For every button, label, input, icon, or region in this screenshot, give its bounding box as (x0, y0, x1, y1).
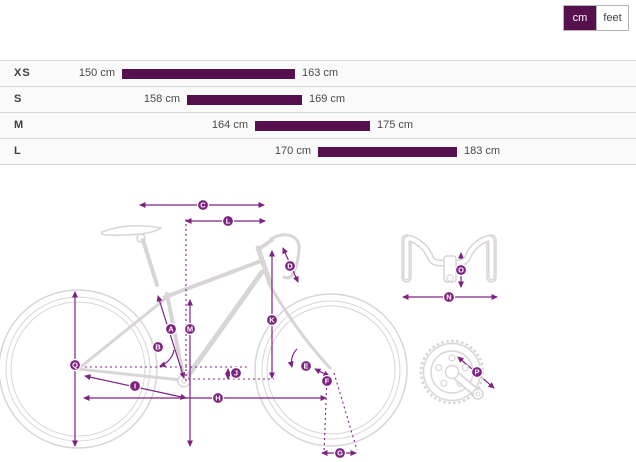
dim-arc-e (287, 348, 298, 368)
dim-marker-letter-f: F (325, 377, 330, 386)
dim-marker-e (299, 359, 313, 373)
min-height-label: 150 cm (78, 67, 115, 79)
max-height-label: 163 cm (302, 67, 339, 79)
size-row-m: M 164 cm 175 cm (0, 113, 636, 139)
max-height-label: 183 cm (464, 145, 501, 157)
units-cm-button[interactable]: cm (564, 6, 596, 30)
dim-arc-b (159, 349, 175, 368)
size-row-xs: XS 150 cm 163 cm (0, 61, 636, 87)
min-height-label: 170 cm (274, 145, 311, 157)
size-label: L (14, 145, 22, 157)
max-height-label: 175 cm (377, 119, 414, 131)
min-height-label: 164 cm (211, 119, 248, 131)
dim-marker-letter-k: K (269, 316, 275, 325)
dim-marker-letter-m: M (187, 325, 193, 334)
height-range-bar (255, 121, 370, 131)
size-row-s: S 158 cm 169 cm (0, 87, 636, 113)
front-wheel (254, 293, 408, 447)
height-range-bar (318, 147, 457, 157)
dim-marker-letter-i: I (134, 382, 136, 391)
dim-marker-g (333, 446, 347, 460)
dim-marker-letter-c: C (200, 201, 206, 210)
stem (257, 238, 274, 251)
dim-marker-letter-q: Q (72, 361, 78, 370)
size-label: S (14, 93, 23, 105)
dim-marker-h (211, 391, 225, 405)
reference-lines (85, 219, 358, 453)
dim-marker-d (283, 259, 297, 273)
seatpost (141, 238, 159, 287)
height-range-bar (122, 69, 295, 79)
dim-marker-m (183, 322, 197, 336)
bike-frame (76, 225, 332, 388)
dim-marker-o (454, 263, 468, 277)
dim-marker-i (128, 379, 142, 393)
dim-marker-letter-e: E (303, 362, 308, 371)
dim-marker-k (265, 313, 279, 327)
geometry-diagram: AB C D E F G H I J K L M N O P Q (0, 198, 498, 460)
dim-marker-letter-o: O (458, 266, 464, 275)
handlebar-front-view (401, 234, 497, 283)
dim-marker-a (164, 322, 178, 336)
dim-marker-n (442, 290, 456, 304)
dim-marker-letter-j: J (234, 369, 238, 378)
dim-marker-letter-d: D (287, 262, 293, 271)
dim-marker-b (151, 340, 165, 354)
size-label: XS (14, 67, 31, 79)
size-label: M (14, 119, 25, 131)
dim-marker-letter-h: H (215, 394, 220, 403)
dim-marker-letter-g: G (337, 449, 343, 458)
size-row-l: L 170 cm 183 cm (0, 139, 636, 165)
units-toggle: cm feet (563, 5, 629, 31)
dim-marker-letter-l: L (226, 217, 231, 226)
min-height-label: 158 cm (143, 93, 180, 105)
dim-marker-letter-n: N (446, 293, 451, 302)
dim-arrow-f (314, 368, 330, 377)
max-height-label: 169 cm (309, 93, 346, 105)
handlebar-side (269, 233, 301, 280)
dim-marker-l (221, 214, 235, 228)
dim-arrow-a (156, 295, 186, 379)
dim-marker-letter-p: P (474, 368, 479, 377)
dim-marker-j (229, 366, 243, 380)
size-chart: XS 150 cm 163 cm S 158 cm 169 cm M 164 c… (0, 60, 636, 165)
dim-marker-letter-b: B (155, 343, 161, 352)
dim-marker-c (196, 198, 210, 212)
dim-marker-f (320, 374, 334, 388)
units-feet-button[interactable]: feet (596, 6, 628, 30)
dimension-markers: AB C D E F G H I J K L M N O P Q (68, 198, 484, 460)
saddle (100, 225, 163, 236)
height-range-bar (187, 95, 302, 105)
dim-marker-q (68, 358, 82, 372)
dim-marker-letter-a: A (168, 325, 174, 334)
dim-marker-p (470, 365, 484, 379)
